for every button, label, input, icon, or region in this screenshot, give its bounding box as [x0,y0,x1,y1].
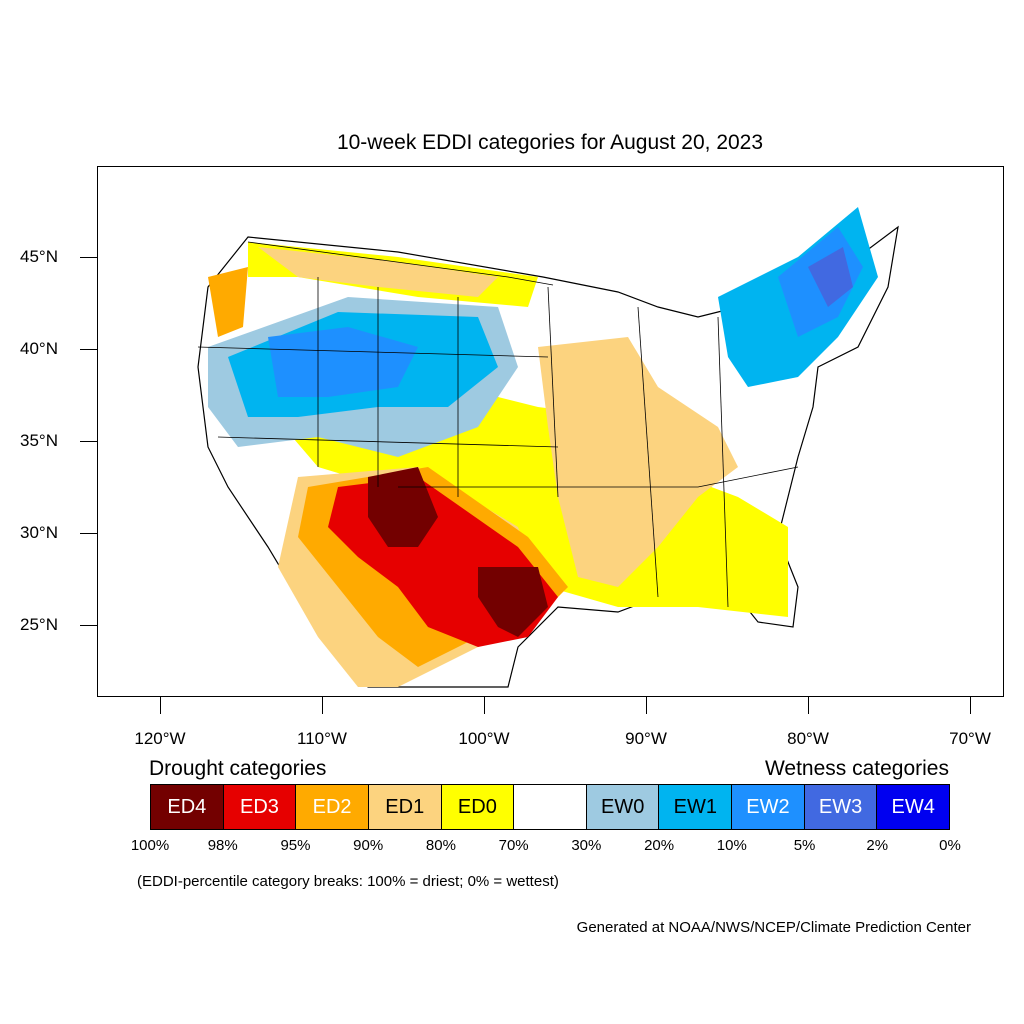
ed4-region-tx [478,567,548,637]
legend-swatch: ED2 [296,785,369,829]
legend-swatch [514,785,587,829]
longitude-tick [322,697,324,714]
percentile-label: 80% [425,837,456,854]
legend-swatch: ED4 [151,785,224,829]
ed2-region-pnw [208,267,248,337]
credit-line: Generated at NOAA/NWS/NCEP/Climate Predi… [576,919,971,936]
category-legend: ED4 ED3 ED2 ED1 ED0 EW0 EW1 EW2 EW3 EW4 [150,784,950,830]
legend-swatch: ED3 [223,785,297,829]
latitude-tick [80,625,97,627]
latitude-label: 45°N [20,247,58,266]
map-panel [97,166,1004,697]
latitude-label: 30°N [20,523,58,542]
longitude-tick [484,697,486,714]
eddi-map [197,207,899,688]
category-note: (EDDI-percentile category breaks: 100% =… [137,873,559,890]
longitude-tick [970,697,972,714]
legend-swatch: EW2 [732,785,805,829]
percentile-label: 10% [716,837,747,854]
percentile-label: 2% [866,837,889,854]
legend-swatch: ED0 [441,785,515,829]
legend-swatch: EW3 [804,785,878,829]
state-boundaries [197,241,799,608]
percentile-label: 90% [353,837,384,854]
percentile-label: 98% [207,837,238,854]
percentile-label: 70% [498,837,529,854]
latitude-tick [80,533,97,535]
legend-swatch: EW0 [586,785,660,829]
latitude-label: 35°N [20,431,58,450]
latitude-tick [80,349,97,351]
longitude-label: 70°W [949,729,991,748]
ed1-region [538,337,738,587]
ed1-region-north [258,247,498,297]
percentile-label: 95% [280,837,311,854]
longitude-tick [808,697,810,714]
percentile-label: 20% [644,837,675,854]
longitude-label: 100°W [458,729,510,748]
latitude-tick [80,257,97,259]
longitude-label: 90°W [625,729,667,748]
legend-swatch: EW1 [659,785,733,829]
longitude-tick [646,697,648,714]
longitude-label: 110°W [297,729,347,748]
longitude-label: 80°W [787,729,829,748]
drought-categories-title: Drought categories [149,757,327,780]
percentile-label: 30% [571,837,602,854]
percentile-label: 5% [793,837,816,854]
wetness-categories-title: Wetness categories [764,757,949,780]
latitude-label: 25°N [20,615,58,634]
map-title: 10-week EDDI categories for August 20, 2… [336,131,764,154]
legend-swatch: EW4 [877,785,950,829]
longitude-label: 120°W [134,729,186,748]
legend-swatch: ED1 [368,785,442,829]
latitude-tick [80,441,97,443]
longitude-tick [160,697,162,714]
latitude-label: 40°N [20,339,58,358]
ew3-northeast [808,247,853,307]
ew2-region [268,327,418,397]
percentile-label: 0% [939,837,961,854]
percentile-label: 100% [130,837,170,854]
